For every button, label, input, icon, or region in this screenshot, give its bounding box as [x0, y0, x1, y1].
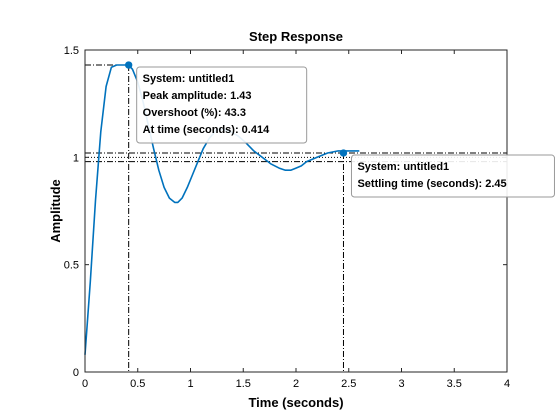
datatip-line: Settling time (seconds): 2.45	[357, 178, 506, 190]
x-tick-label: 0.5	[130, 378, 145, 390]
y-tick-label: 1.5	[64, 45, 79, 57]
x-tick-label: 2.5	[341, 378, 356, 390]
y-tick-label: 1	[73, 152, 79, 164]
y-axis-label: Amplitude	[48, 179, 63, 243]
datatip-background	[350, 154, 555, 198]
x-tick-label: 3.5	[447, 378, 462, 390]
x-axis-label: Time (seconds)	[248, 395, 343, 410]
x-tick-label: 3	[398, 378, 404, 390]
chart-title: Step Response	[249, 29, 343, 44]
datatip-markers[interactable]	[124, 61, 348, 157]
datatip-box[interactable]: System: untitled1 Peak amplitude: 1.43 Ove…	[136, 66, 308, 144]
x-tick-label: 0	[82, 378, 88, 390]
y-tick-label: 0	[73, 367, 79, 379]
datatip-line: Peak amplitude: 1.43	[143, 90, 252, 102]
datatip-marker[interactable]	[124, 61, 133, 69]
datatip-marker[interactable]	[339, 149, 348, 157]
x-tick-label: 1.5	[236, 378, 251, 390]
y-tick-label: 0.5	[64, 260, 79, 272]
datatips[interactable]: System: untitled1 Peak amplitude: 1.43 Ove…	[136, 66, 555, 198]
x-tick-label: 1	[187, 378, 193, 390]
datatip-line: System: untitled1	[357, 161, 449, 173]
datatip-box[interactable]: System: untitled1 Settling time (seconds)…	[350, 154, 555, 198]
x-axis: 0 0.5 1 1.5 2 2.5 3 3.5 4	[82, 50, 510, 390]
x-tick-label: 2	[293, 378, 299, 390]
datatip-line: At time (seconds): 0.414	[143, 124, 270, 136]
datatip-line: System: untitled1	[143, 73, 235, 85]
x-tick-label: 4	[504, 378, 510, 390]
datatip-background	[136, 66, 308, 144]
datatip-line: Overshoot (%): 43.3	[143, 107, 246, 119]
